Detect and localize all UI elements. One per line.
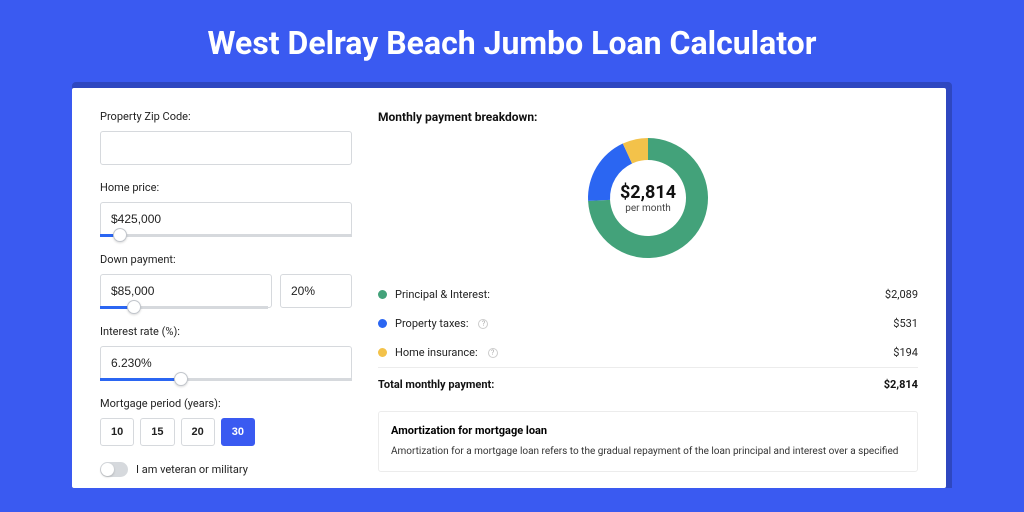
- zip-field-group: Property Zip Code:: [100, 110, 352, 165]
- interest-rate-label: Interest rate (%):: [100, 325, 352, 338]
- page-title: West Delray Beach Jumbo Loan Calculator: [0, 0, 1024, 82]
- legend-row: Principal & Interest: $2,089: [378, 280, 918, 309]
- down-payment-label: Down payment:: [100, 253, 352, 266]
- legend-dot: [378, 290, 387, 299]
- down-payment-amount-input[interactable]: [100, 274, 272, 308]
- period-button-15[interactable]: 15: [140, 418, 174, 446]
- interest-rate-input[interactable]: [100, 346, 352, 380]
- down-payment-slider[interactable]: [100, 306, 268, 309]
- legend-dot: [378, 348, 387, 357]
- breakdown-title: Monthly payment breakdown:: [378, 110, 918, 124]
- amortization-title: Amortization for mortgage loan: [391, 424, 905, 437]
- home-price-slider-thumb[interactable]: [113, 228, 127, 242]
- donut-wrap: $2,814 per month: [378, 134, 918, 262]
- donut-center: $2,814 per month: [584, 134, 712, 262]
- home-price-input[interactable]: [100, 202, 352, 236]
- period-label: Mortgage period (years):: [100, 397, 352, 410]
- home-price-slider[interactable]: [100, 234, 352, 237]
- amortization-card: Amortization for mortgage loan Amortizat…: [378, 411, 918, 472]
- form-column: Property Zip Code: Home price: Down paym…: [100, 110, 352, 488]
- period-button-30[interactable]: 30: [221, 418, 255, 446]
- home-price-group: Home price:: [100, 181, 352, 237]
- down-payment-percent-input[interactable]: [280, 274, 352, 308]
- legend-value: $2,089: [885, 288, 918, 301]
- legend-row: Property taxes:? $531: [378, 309, 918, 338]
- total-row: Total monthly payment: $2,814: [378, 367, 918, 401]
- period-button-20[interactable]: 20: [181, 418, 215, 446]
- donut-sub: per month: [625, 203, 671, 214]
- down-payment-slider-thumb[interactable]: [127, 300, 141, 314]
- total-label: Total monthly payment:: [378, 378, 494, 391]
- home-price-label: Home price:: [100, 181, 352, 194]
- calculator-shadow: Property Zip Code: Home price: Down paym…: [72, 82, 952, 488]
- total-value: $2,814: [884, 378, 918, 391]
- interest-rate-group: Interest rate (%):: [100, 325, 352, 381]
- legend-row: Home insurance:? $194: [378, 338, 918, 367]
- donut-amount: $2,814: [620, 182, 676, 203]
- veteran-row: I am veteran or military: [100, 462, 352, 477]
- calculator-card: Property Zip Code: Home price: Down paym…: [72, 88, 946, 488]
- legend-label: Home insurance:: [395, 346, 478, 359]
- info-icon[interactable]: ?: [478, 319, 488, 329]
- legend-dot: [378, 319, 387, 328]
- info-icon[interactable]: ?: [488, 348, 498, 358]
- legend-value: $531: [893, 317, 918, 330]
- period-group: Mortgage period (years): 10152030: [100, 397, 352, 446]
- zip-input[interactable]: [100, 131, 352, 165]
- amortization-text: Amortization for a mortgage loan refers …: [391, 445, 905, 459]
- veteran-label: I am veteran or military: [136, 463, 248, 476]
- legend-value: $194: [893, 346, 918, 359]
- interest-rate-slider[interactable]: [100, 378, 352, 381]
- veteran-toggle[interactable]: [100, 462, 128, 477]
- legend-label: Property taxes:: [395, 317, 468, 330]
- donut-chart: $2,814 per month: [584, 134, 712, 262]
- interest-rate-slider-thumb[interactable]: [174, 372, 188, 386]
- breakdown-column: Monthly payment breakdown: $2,814 per mo…: [378, 110, 918, 488]
- legend-label: Principal & Interest:: [395, 288, 490, 301]
- period-button-10[interactable]: 10: [100, 418, 134, 446]
- zip-label: Property Zip Code:: [100, 110, 352, 123]
- down-payment-group: Down payment:: [100, 253, 352, 309]
